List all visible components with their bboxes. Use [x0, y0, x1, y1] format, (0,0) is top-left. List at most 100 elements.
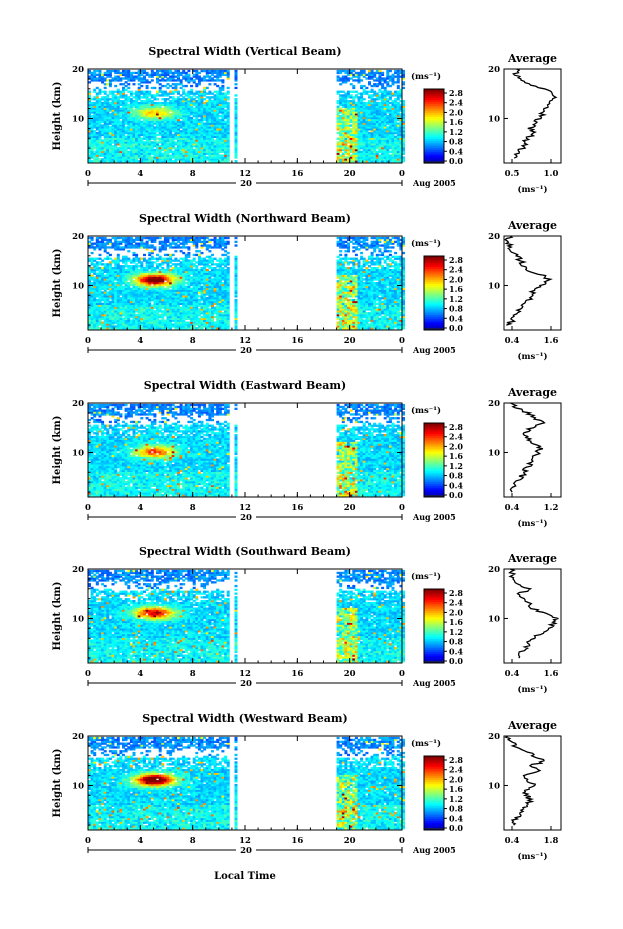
heatmap-cell [103, 96, 107, 99]
heatmap-cell [200, 143, 204, 146]
heatmap-cell [114, 69, 118, 73]
heatmap-cell [166, 107, 170, 110]
heatmap-cell [360, 116, 364, 120]
heatmap-cell [124, 100, 128, 103]
heatmap-cell [388, 154, 392, 157]
heatmap-cell [156, 92, 159, 95]
heatmap-cell [116, 118, 120, 122]
heatmap-cell [205, 71, 209, 75]
heatmap-cell [114, 133, 118, 137]
heatmap-cell [145, 84, 149, 88]
heatmap-cell [166, 109, 170, 112]
heatmap-cell [347, 131, 350, 135]
heatmap-cell [347, 100, 350, 103]
heatmap-cell [106, 79, 110, 82]
heatmap-cell [368, 77, 371, 80]
heatmap-cell [148, 113, 152, 116]
heatmap-cell [357, 139, 361, 142]
heatmap-cell [177, 100, 180, 103]
heatmap-cell [352, 126, 356, 129]
heatmap-cell [224, 160, 228, 163]
heatmap-cell [129, 109, 133, 112]
heatmap-cell [122, 107, 125, 110]
heatmap-cell [116, 107, 120, 110]
heatmap-cell [156, 156, 159, 159]
heatmap-cell [103, 274, 107, 277]
heatmap-cell [224, 137, 228, 140]
heatmap-cell [106, 71, 110, 75]
heatmap-cell [106, 152, 110, 155]
heatmap-cell [143, 137, 146, 140]
heatmap-cell [90, 71, 94, 75]
heatmap-cell [349, 113, 353, 116]
heatmap-cell [108, 246, 112, 249]
heatmap-cell [161, 148, 165, 152]
heatmap-cell [106, 73, 110, 76]
heatmap-cell [349, 100, 353, 103]
heatmap-cell [208, 160, 212, 163]
heatmap-cell [127, 71, 131, 75]
heatmap-cell [368, 135, 371, 138]
heatmap-cell [103, 130, 107, 133]
heatmap-cell [156, 263, 159, 266]
heatmap-cell [158, 147, 162, 150]
heatmap-cell [174, 69, 178, 73]
heatmap-cell [182, 107, 186, 110]
heatmap-cell [114, 94, 118, 97]
heatmap-cell [195, 141, 199, 144]
heatmap-cell [357, 77, 361, 80]
heatmap-cell [221, 156, 225, 159]
heatmap-cell [153, 113, 157, 116]
heatmap-cell [216, 107, 220, 110]
heatmap-cell [344, 135, 348, 138]
heatmap-cell [368, 148, 371, 152]
heatmap-cell [127, 120, 131, 123]
heatmap-cell [187, 122, 191, 125]
heatmap-cell [158, 83, 162, 86]
heatmap-cell [145, 111, 149, 114]
heatmap-cell [101, 236, 105, 240]
heatmap-cell [386, 69, 390, 73]
heatmap-cell [203, 150, 207, 153]
heatmap-cell [143, 257, 146, 260]
heatmap-cell [129, 135, 133, 138]
heatmap-cell [93, 77, 97, 80]
heatmap-cell [153, 105, 157, 108]
heatmap-cell [163, 73, 167, 76]
heatmap-cell [135, 152, 139, 155]
heatmap-cell [365, 131, 369, 135]
heatmap-cell [101, 291, 105, 294]
heatmap-cell [203, 158, 207, 161]
heatmap-cell [166, 145, 170, 148]
heatmap-cell [347, 105, 350, 108]
heatmap-cell [184, 111, 188, 114]
y-axis-label: Height (km) [52, 82, 63, 151]
heatmap-cell [341, 128, 345, 131]
heatmap-cell [108, 145, 112, 148]
x-tick-label: 12 [239, 169, 251, 179]
heatmap-cell [375, 77, 379, 80]
heatmap-cell [341, 156, 345, 159]
heatmap-cell [122, 236, 125, 240]
heatmap-cell [184, 103, 188, 106]
heatmap-cell [336, 116, 340, 120]
heatmap-cell [145, 122, 149, 125]
heatmap-cell [341, 148, 345, 152]
heatmap-cell [182, 103, 186, 106]
heatmap-cell [362, 109, 366, 112]
heatmap-cell [156, 103, 159, 106]
heatmap-cell [93, 147, 97, 150]
heatmap-cell [218, 137, 222, 140]
heatmap-cell [386, 90, 390, 93]
heatmap-cell [135, 96, 139, 99]
heatmap-cell [135, 109, 139, 112]
heatmap-cell [140, 131, 144, 135]
heatmap-cell [182, 101, 186, 105]
heatmap-cell [166, 77, 170, 80]
heatmap-cell [344, 143, 348, 146]
heatmap-cell [169, 90, 173, 93]
heatmap-cell [95, 158, 99, 161]
heatmap-cell [124, 84, 128, 88]
heatmap-cell [370, 120, 374, 123]
heatmap-cell [177, 143, 180, 146]
